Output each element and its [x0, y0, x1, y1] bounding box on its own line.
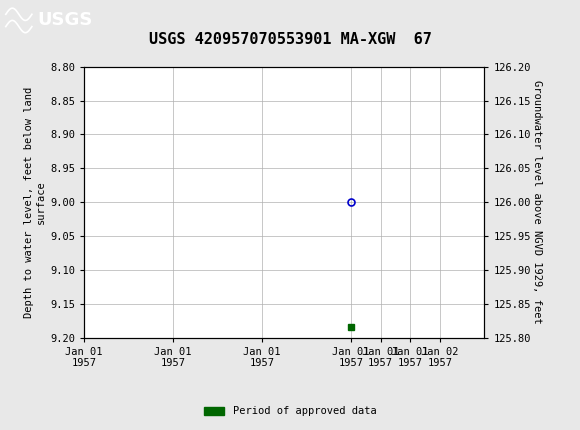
Y-axis label: Depth to water level, feet below land
surface: Depth to water level, feet below land su… — [24, 86, 46, 318]
Text: USGS: USGS — [38, 12, 93, 29]
Text: USGS 420957070553901 MA-XGW  67: USGS 420957070553901 MA-XGW 67 — [148, 32, 432, 47]
Legend: Period of approved data: Period of approved data — [200, 402, 380, 421]
Y-axis label: Groundwater level above NGVD 1929, feet: Groundwater level above NGVD 1929, feet — [532, 80, 542, 324]
